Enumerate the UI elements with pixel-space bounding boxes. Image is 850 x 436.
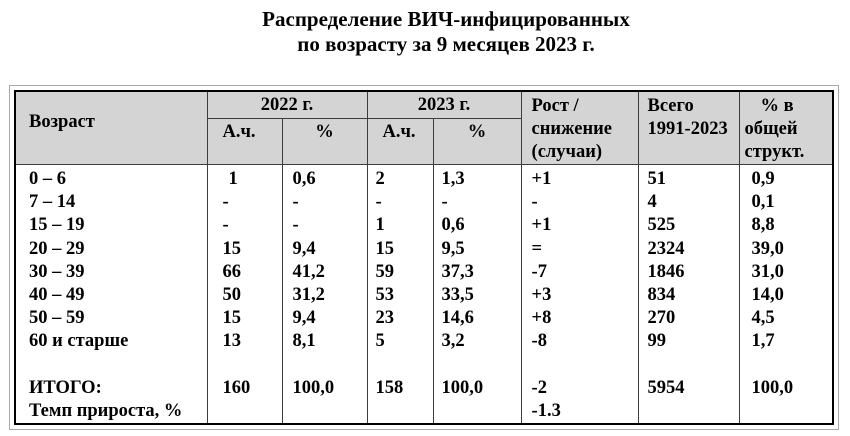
header-percent-2023: % — [432, 118, 522, 165]
header-row-sub: А.ч. % А.ч. % — [15, 118, 833, 165]
table-body-row: 0 – 6 7 – 14 15 – 19 20 – 29 30 – 39 40 … — [14, 164, 834, 425]
header-abs-count-2023: А.ч. — [366, 118, 434, 165]
column-age: 0 – 6 7 – 14 15 – 19 20 – 29 30 – 39 40 … — [14, 164, 208, 425]
header-abs-count-2022: А.ч. — [206, 118, 283, 165]
hiv-age-distribution-table: Возраст 2022 г. 2023 г. Рост / снижение … — [8, 84, 840, 431]
column-pct-overall: 0,9 0,1 8,8 39,0 31,0 14,0 4,5 1,7 100,0 — [738, 164, 834, 425]
header-age: Возраст — [14, 90, 208, 165]
column-abs-2022: 1 - - 15 66 50 15 13 160 — [206, 164, 283, 425]
page-title: Распределение ВИЧ-инфицированных по возр… — [262, 7, 630, 56]
header-growth-decline: Рост / снижение (случаи) — [520, 90, 639, 165]
header-total-1991-2023: Всего 1991-2023 — [637, 90, 740, 165]
header-year-2022: 2022 г. — [206, 90, 368, 120]
column-abs-2023: 2 - 1 15 59 53 23 5 158 — [366, 164, 434, 425]
header-percent-2022: % — [281, 118, 368, 165]
column-pct-2023: 1,3 - 0,6 9,5 37,3 33,5 14,6 3,2 100,0 — [432, 164, 522, 425]
header-row-top: Возраст 2022 г. 2023 г. Рост / снижение … — [14, 90, 834, 165]
table-header: Возраст 2022 г. 2023 г. Рост / снижение … — [14, 90, 834, 165]
column-growth-decline: +1 - +1 = -7 +3 +8 -8 -2 -1.3 — [520, 164, 639, 425]
column-pct-2022: 0,6 - - 9,4 41,2 31,2 9,4 8,1 100,0 — [281, 164, 368, 425]
header-percent-overall-structure: % в общей структ. — [738, 90, 834, 165]
column-total-1991-2023: 51 4 525 2324 1846 834 270 99 5954 — [637, 164, 740, 425]
header-year-2023: 2023 г. — [366, 90, 522, 120]
